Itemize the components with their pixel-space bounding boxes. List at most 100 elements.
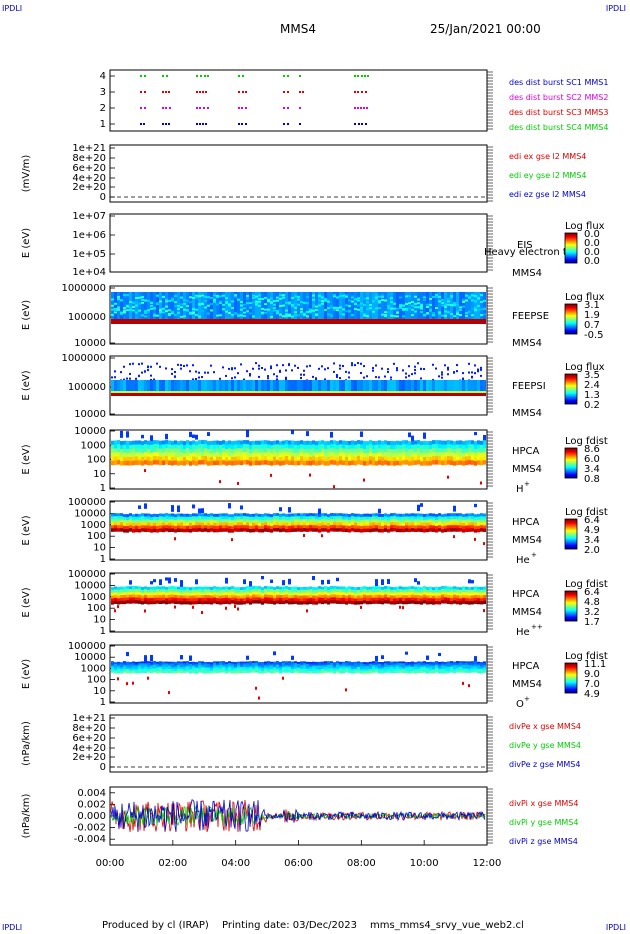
- spectrogram-cell: [297, 519, 300, 523]
- spectrogram-cell: [120, 299, 123, 302]
- spectrogram-cell: [474, 526, 477, 530]
- colorbar-step: [565, 526, 577, 528]
- spectrogram-cell: [315, 516, 318, 520]
- spectrogram-cell: [237, 298, 240, 301]
- spectrogram-cell: [375, 513, 378, 517]
- spectrogram-cell: [129, 453, 132, 458]
- spectrogram-cell: [180, 448, 183, 454]
- spectrogram-cell: [228, 661, 231, 664]
- spectrogram-cell: [234, 665, 237, 669]
- spectrogram-cell: [285, 391, 288, 393]
- spectrogram-cell: [468, 393, 471, 396]
- spectrogram-cell: [423, 460, 426, 466]
- spectrogram-cell: [138, 380, 141, 391]
- spectrogram-cell: [129, 671, 132, 674]
- colorbar-step: [565, 305, 577, 307]
- spectrogram-cell: [180, 364, 182, 367]
- spectrogram-cell: [366, 453, 369, 458]
- spectrogram-cell: [294, 460, 297, 466]
- colorbar-step: [565, 393, 577, 395]
- spectrogram-cell: [291, 456, 294, 462]
- spectrogram-cell: [219, 664, 222, 668]
- spectrogram-cell: [363, 393, 366, 396]
- spectrogram-cell: [477, 380, 480, 391]
- spectrogram-cell: [450, 391, 453, 393]
- spectrogram-cell: [123, 307, 126, 310]
- spectrogram-cell: [423, 456, 426, 462]
- spectrogram-cell: [279, 313, 282, 316]
- spectrogram-cell: [366, 525, 369, 530]
- spectrogram-cell: [252, 391, 255, 393]
- spectrogram-cell: [324, 297, 327, 300]
- spectrogram-cell: [117, 589, 120, 594]
- spectrogram-cell: [417, 460, 420, 465]
- spectrogram-cell: [243, 513, 246, 517]
- spectrogram-cell: [258, 319, 261, 324]
- spectrogram-cell: [474, 309, 477, 312]
- spectrogram-cell: [339, 292, 342, 319]
- spectrogram-cell: [387, 319, 390, 324]
- spectrogram-cell: [111, 444, 114, 450]
- spectrogram-cell: [384, 440, 387, 445]
- spectrogram-cell: [339, 364, 341, 367]
- spectrogram-cell: [465, 513, 468, 518]
- spectrogram-cell: [285, 668, 288, 671]
- spectrogram-cell: [336, 306, 339, 309]
- spectrogram-cell: [207, 380, 210, 391]
- spectrogram-cell: [222, 366, 224, 369]
- spectrogram-cell: [252, 519, 255, 524]
- burst-mark: [140, 123, 142, 125]
- spectrogram-cell: [153, 391, 156, 393]
- spectrogram-cell: [216, 314, 219, 317]
- spectrogram-cell: [426, 305, 429, 308]
- spectrogram-cell: [300, 452, 303, 457]
- spectrogram-cell: [267, 591, 270, 596]
- spectrogram-cell: [258, 669, 261, 672]
- spectrogram-cell: [438, 440, 441, 445]
- spectrogram-cell: [360, 448, 363, 453]
- spectrogram-cell: [360, 667, 363, 670]
- spectrogram-cell: [147, 319, 150, 324]
- spectrogram-cell: [396, 589, 399, 593]
- spectrogram-cell: [363, 449, 366, 454]
- spectrogram-cell: [261, 665, 264, 668]
- spectrogram-cell: [450, 304, 453, 307]
- spectrogram-cell: [168, 444, 171, 449]
- spectrogram-cell: [120, 371, 122, 374]
- spectrogram-cell: [180, 665, 183, 668]
- spectrogram-cell: [222, 308, 225, 311]
- spectrogram-cell: [276, 391, 279, 393]
- spectrogram-cell: [462, 299, 465, 302]
- spectrogram-cell: [264, 303, 267, 306]
- spectrogram-cell: [261, 307, 264, 310]
- spectrogram-cell: [309, 589, 312, 593]
- spectrogram-cell: [324, 594, 327, 598]
- spectrogram-cell: [348, 665, 351, 668]
- spectrogram-cell: [207, 516, 210, 521]
- spectrogram-cell: [219, 377, 221, 380]
- spectrogram-cell: [321, 589, 324, 593]
- spectrogram-cell: [258, 516, 261, 521]
- spectrogram-cell: [156, 460, 159, 465]
- spectrogram-cell: [351, 669, 354, 672]
- spectrogram-cell: [123, 661, 126, 664]
- spectrogram-cell: [315, 669, 318, 672]
- spectrogram-cell: [135, 456, 138, 461]
- spectrogram-cell: [306, 661, 309, 665]
- spectrogram-cell: [348, 460, 351, 466]
- spectrogram-cell: [321, 319, 324, 324]
- spectrogram-cell: [444, 364, 446, 367]
- spectrogram-cell: [255, 519, 258, 523]
- spectrogram-cell: [426, 587, 429, 591]
- spectrogram-cell: [432, 456, 435, 461]
- spectrogram-cell: [162, 391, 165, 393]
- spectrogram-cell: [372, 393, 375, 396]
- spectrogram-cell: [474, 393, 477, 396]
- burst-mark: [196, 75, 198, 77]
- spectrogram-cell: [171, 372, 173, 375]
- spectrogram-cell: [306, 609, 308, 613]
- spectrogram-cell: [189, 441, 192, 446]
- spectrogram-cell: [267, 528, 270, 533]
- spectrogram-cell: [168, 663, 171, 666]
- spectrogram-cell: [423, 517, 426, 521]
